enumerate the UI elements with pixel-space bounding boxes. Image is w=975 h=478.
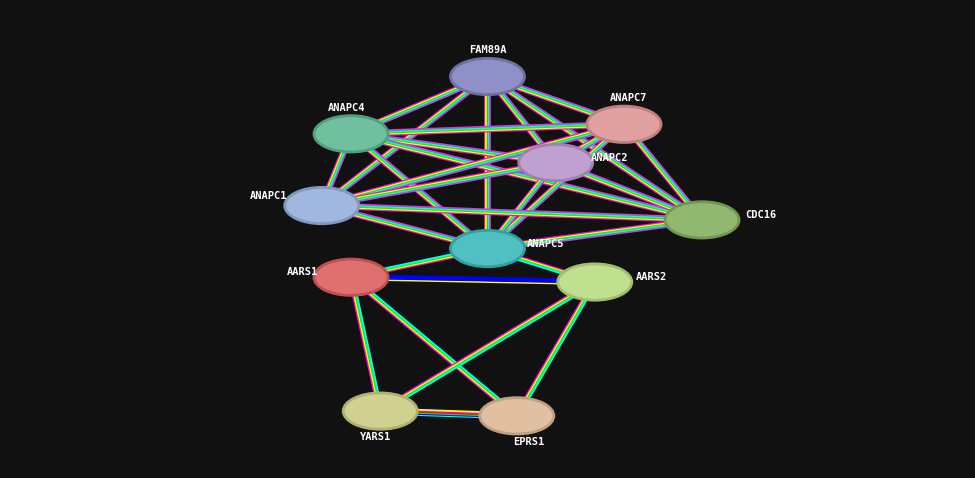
Text: AARS2: AARS2: [636, 272, 667, 282]
Text: FAM89A: FAM89A: [469, 45, 506, 55]
Circle shape: [343, 393, 417, 429]
Text: YARS1: YARS1: [360, 433, 391, 442]
Text: EPRS1: EPRS1: [513, 437, 544, 447]
Text: AARS1: AARS1: [287, 268, 318, 277]
Circle shape: [519, 144, 593, 181]
Circle shape: [314, 116, 388, 152]
Circle shape: [587, 106, 661, 142]
Circle shape: [558, 264, 632, 300]
Text: ANAPC2: ANAPC2: [591, 153, 628, 163]
Text: ANAPC7: ANAPC7: [610, 93, 647, 103]
Text: ANAPC4: ANAPC4: [328, 103, 365, 112]
Circle shape: [450, 58, 525, 95]
Text: CDC16: CDC16: [745, 210, 776, 220]
Circle shape: [665, 202, 739, 238]
Text: ANAPC5: ANAPC5: [527, 239, 565, 249]
Circle shape: [285, 187, 359, 224]
Circle shape: [450, 230, 525, 267]
Circle shape: [480, 398, 554, 434]
Circle shape: [314, 259, 388, 295]
Text: ANAPC1: ANAPC1: [250, 191, 287, 201]
